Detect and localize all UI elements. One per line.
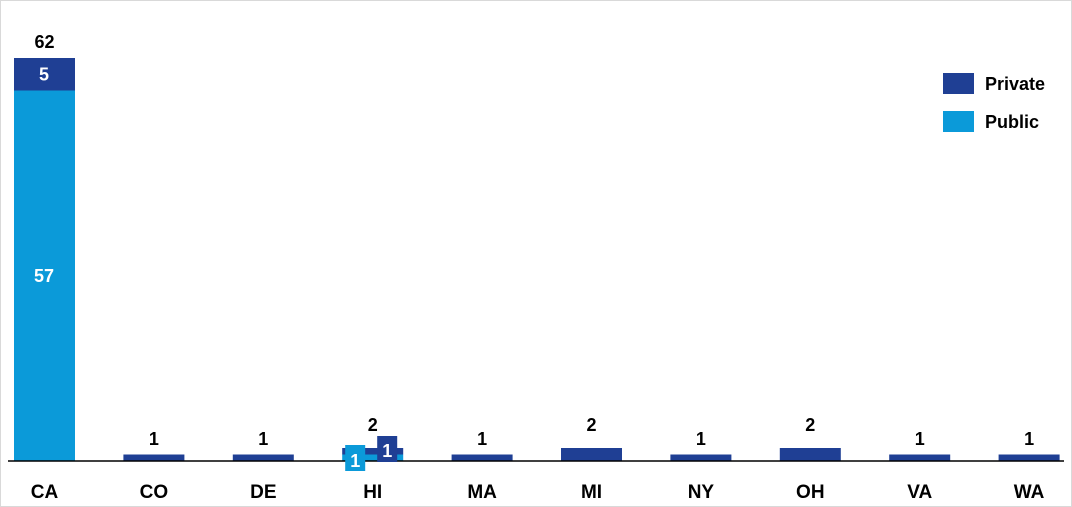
total-label-OH: 2 [805, 415, 815, 435]
bar-private-OH [779, 448, 841, 461]
bar-private-HI [342, 448, 404, 455]
total-label-HI: 2 [368, 415, 378, 435]
data-label-public-HI: 1 [350, 451, 360, 471]
total-label-MI: 2 [586, 415, 596, 435]
category-label-WA: WA [1014, 482, 1045, 503]
bar-private-CA [14, 58, 75, 91]
bars-layer [14, 58, 1060, 461]
legend-label-private: Private [985, 74, 1045, 94]
badge-public-HI [345, 445, 366, 471]
category-label-CA: CA [31, 482, 59, 503]
category-label-NY: NY [688, 482, 715, 503]
data-label-private-CA: 5 [39, 64, 49, 84]
total-label-NY: 1 [696, 429, 706, 449]
category-label-DE: DE [250, 482, 276, 503]
total-label-CO: 1 [149, 429, 159, 449]
bar-private-NY [670, 454, 732, 461]
category-label-HI: HI [363, 482, 382, 503]
legend-swatch-public [943, 111, 974, 132]
category-label-OH: OH [796, 482, 825, 503]
total-label-CA: 62 [34, 32, 54, 52]
badge-private-HI [377, 436, 398, 462]
legend-swatch-private [943, 73, 974, 94]
legend: Private Public [943, 73, 1045, 132]
bar-private-VA [889, 454, 951, 461]
bar-private-MI [561, 448, 622, 461]
total-label-VA: 1 [915, 429, 925, 449]
bar-private-WA [998, 454, 1060, 461]
category-label-MI: MI [581, 482, 602, 503]
category-labels-layer: CA CO DE HI MA MI NY OH VA WA [31, 482, 1045, 503]
bar-public-HI [342, 454, 404, 461]
data-label-public-CA: 57 [34, 266, 54, 286]
data-label-private-HI: 1 [382, 441, 392, 461]
category-label-VA: VA [907, 482, 932, 503]
legend-label-public: Public [985, 112, 1039, 132]
bar-private-CO [123, 454, 185, 461]
total-label-DE: 1 [258, 429, 268, 449]
bar-public-CA [14, 90, 75, 461]
category-label-MA: MA [467, 482, 497, 503]
category-label-CO: CO [140, 482, 169, 503]
bar-private-MA [451, 454, 513, 461]
bar-private-DE [232, 454, 294, 461]
total-label-WA: 1 [1024, 429, 1034, 449]
total-label-MA: 1 [477, 429, 487, 449]
